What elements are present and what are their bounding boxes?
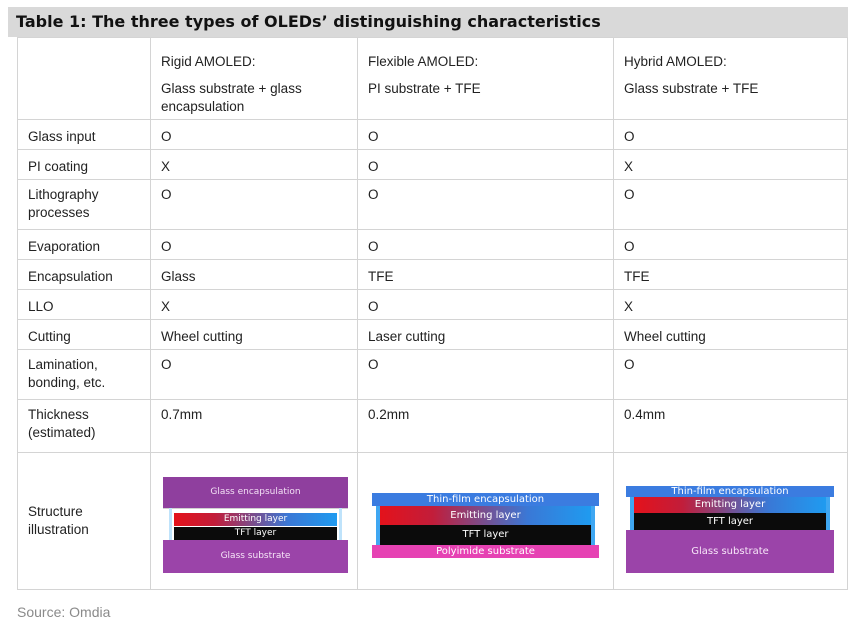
layer-label: Thin-film encapsulation (426, 494, 545, 505)
emitting-layer: Emitting layer (380, 506, 591, 525)
cell-flexible: O (357, 149, 614, 180)
table-row: Lithography processes O O O (17, 179, 848, 230)
table-row: Glass input O O O (17, 119, 848, 150)
cell-rigid: X (150, 149, 358, 180)
row-label: Lamination, bonding, etc. (17, 349, 151, 400)
cell-flexible: 0.2mm (357, 399, 614, 453)
glass-substrate-layer: Glass substrate (163, 540, 348, 573)
cell-hybrid: X (613, 149, 848, 180)
table-header-row: Rigid AMOLED: Glass substrate + glass enc… (17, 37, 848, 120)
flexible-structure-diagram: Thin-film encapsulation Emitting layer T… (372, 493, 599, 558)
cell-flexible: TFE (357, 259, 614, 290)
row-label: Cutting (17, 319, 151, 350)
table-row: Evaporation O O O (17, 229, 848, 260)
cell-flexible: O (357, 119, 614, 150)
layer-label: Glass substrate (691, 546, 769, 557)
column-header-hybrid: Hybrid AMOLED: Glass substrate + TFE (613, 37, 848, 120)
layer-label: Glass encapsulation (210, 487, 301, 497)
cell-hybrid: X (613, 289, 848, 320)
layer-label: TFT layer (706, 516, 754, 527)
structure-cell-hybrid: Thin-film encapsulation Emitting layer T… (613, 452, 848, 590)
layer-label: Polyimide substrate (436, 546, 535, 557)
cell-rigid: X (150, 289, 358, 320)
cell-flexible: O (357, 229, 614, 260)
tfe-side-left (376, 506, 380, 545)
source-note: Source: Omdia (17, 604, 111, 620)
table-row: Cutting Wheel cutting Laser cutting Whee… (17, 319, 848, 350)
layer-label: Glass substrate (220, 551, 291, 561)
row-label: Thickness (estimated) (17, 399, 151, 453)
header-corner-cell (17, 37, 151, 120)
glass-encapsulation-layer: Glass encapsulation (163, 477, 348, 508)
column-header-flexible: Flexible AMOLED: PI substrate + TFE (357, 37, 614, 120)
table-row: LLO X O X (17, 289, 848, 320)
cell-hybrid: Wheel cutting (613, 319, 848, 350)
sealant-right (339, 508, 342, 540)
row-label: Glass input (17, 119, 151, 150)
layer-label: Thin-film encapsulation (671, 486, 789, 497)
tft-layer: TFT layer (380, 525, 591, 545)
column-header-rigid: Rigid AMOLED: Glass substrate + glass enc… (150, 37, 358, 120)
tfe-side-left (630, 497, 634, 530)
row-label: LLO (17, 289, 151, 320)
column-description: PI substrate + TFE (368, 81, 481, 96)
cell-rigid: 0.7mm (150, 399, 358, 453)
layer-label: TFT layer (234, 528, 277, 538)
structure-cell-flexible: Thin-film encapsulation Emitting layer T… (357, 452, 614, 590)
cell-hybrid: O (613, 119, 848, 150)
tfe-side-right (591, 506, 595, 545)
row-label: Lithography processes (17, 179, 151, 230)
table-row: Encapsulation Glass TFE TFE (17, 259, 848, 290)
table-row: Thickness (estimated) 0.7mm 0.2mm 0.4mm (17, 399, 848, 453)
cell-hybrid: O (613, 349, 848, 400)
cell-flexible: O (357, 349, 614, 400)
column-name: Hybrid AMOLED: (624, 54, 727, 69)
cell-rigid: O (150, 229, 358, 260)
column-name: Rigid AMOLED: (161, 54, 256, 69)
cell-flexible: O (357, 179, 614, 230)
tft-layer: TFT layer (634, 513, 826, 530)
row-label: Structure illustration (17, 452, 151, 590)
gap-divider (163, 508, 348, 509)
thin-film-encapsulation-layer: Thin-film encapsulation (372, 493, 599, 506)
table-row: PI coating X O X (17, 149, 848, 180)
column-description: Glass substrate + glass encapsulation (161, 81, 302, 114)
oled-comparison-table: Rigid AMOLED: Glass substrate + glass enc… (17, 37, 848, 590)
layer-label: TFT layer (462, 529, 509, 540)
rigid-structure-diagram: Glass encapsulation Emitting layer TFT l… (163, 477, 348, 573)
layer-label: Emitting layer (694, 499, 766, 510)
sealant-left (169, 508, 172, 540)
cell-hybrid: O (613, 229, 848, 260)
structure-cell-rigid: Glass encapsulation Emitting layer TFT l… (150, 452, 358, 590)
structure-row: Structure illustration Glass encapsulati… (17, 452, 848, 590)
cell-rigid: O (150, 349, 358, 400)
cell-flexible: O (357, 289, 614, 320)
glass-substrate-layer: Glass substrate (626, 530, 834, 573)
cell-rigid: O (150, 119, 358, 150)
emitting-layer: Emitting layer (634, 497, 826, 513)
cell-rigid: Wheel cutting (150, 319, 358, 350)
cell-rigid: O (150, 179, 358, 230)
emitting-layer: Emitting layer (174, 513, 337, 526)
layer-label: Emitting layer (450, 510, 521, 521)
row-label: PI coating (17, 149, 151, 180)
hybrid-structure-diagram: Thin-film encapsulation Emitting layer T… (626, 486, 834, 573)
row-label: Evaporation (17, 229, 151, 260)
layer-label: Emitting layer (223, 514, 288, 524)
column-description: Glass substrate + TFE (624, 81, 759, 96)
polyimide-substrate-layer: Polyimide substrate (372, 545, 599, 558)
column-name: Flexible AMOLED: (368, 54, 479, 69)
cell-hybrid: TFE (613, 259, 848, 290)
tft-layer: TFT layer (174, 527, 337, 540)
cell-rigid: Glass (150, 259, 358, 290)
tfe-side-right (826, 497, 830, 530)
thin-film-encapsulation-layer: Thin-film encapsulation (626, 486, 834, 497)
cell-hybrid: 0.4mm (613, 399, 848, 453)
cell-flexible: Laser cutting (357, 319, 614, 350)
row-label: Encapsulation (17, 259, 151, 290)
cell-hybrid: O (613, 179, 848, 230)
table-row: Lamination, bonding, etc. O O O (17, 349, 848, 400)
table-title: Table 1: The three types of OLEDs’ disti… (8, 7, 848, 37)
